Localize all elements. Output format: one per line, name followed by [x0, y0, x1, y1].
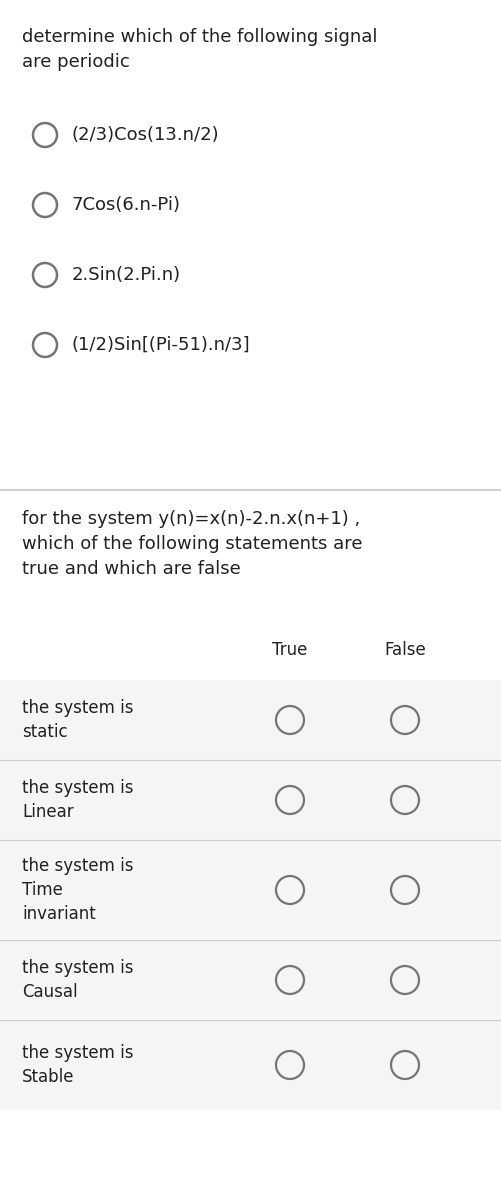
- Bar: [0, 1020, 501, 1110]
- Text: 7Cos(6.n-Pi): 7Cos(6.n-Pi): [72, 196, 181, 214]
- Text: True: True: [273, 641, 308, 659]
- Text: the system is
Linear: the system is Linear: [22, 779, 133, 821]
- Text: the system is
Causal: the system is Causal: [22, 959, 133, 1001]
- Text: (1/2)Sin[(Pi-51).n/3]: (1/2)Sin[(Pi-51).n/3]: [72, 336, 250, 354]
- Text: 2.Sin(2.Pi.n): 2.Sin(2.Pi.n): [72, 266, 181, 284]
- Bar: [0, 840, 501, 940]
- Text: the system is
static: the system is static: [22, 700, 133, 740]
- Text: for the system y(n)=x(n)-2.n.x(n+1) ,
which of the following statements are
true: for the system y(n)=x(n)-2.n.x(n+1) , wh…: [22, 510, 363, 578]
- Text: the system is
Time
invariant: the system is Time invariant: [22, 857, 133, 923]
- Text: determine which of the following signal
are periodic: determine which of the following signal …: [22, 28, 377, 71]
- Text: the system is
Stable: the system is Stable: [22, 1044, 133, 1086]
- Text: False: False: [384, 641, 426, 659]
- Bar: [0, 760, 501, 840]
- Text: (2/3)Cos(13.n/2): (2/3)Cos(13.n/2): [72, 126, 219, 144]
- Bar: [0, 940, 501, 1020]
- Bar: [0, 680, 501, 760]
